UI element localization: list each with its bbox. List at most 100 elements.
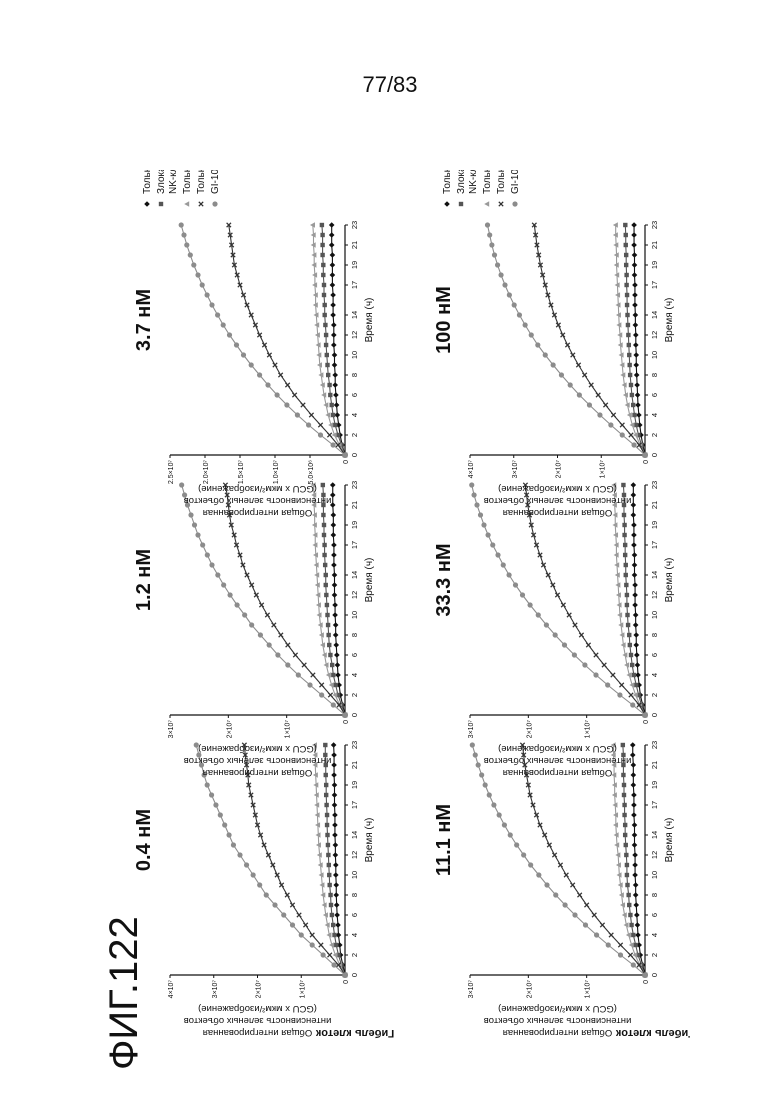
data-point [476,762,481,767]
data-point [635,402,641,408]
data-point [331,342,337,348]
x-tick-label: 19 [350,781,359,789]
data-point [195,532,200,537]
series-line [488,225,646,455]
data-point [326,623,330,627]
data-point [330,262,336,268]
data-point [267,353,271,357]
data-point [191,262,196,267]
data-point [258,632,263,637]
data-point [577,392,582,397]
data-point [324,803,328,807]
x-tick-label: 17 [350,801,359,809]
x-axis-label: Время (ч) [664,298,675,343]
x-tick-label: 8 [350,633,359,637]
data-point [265,613,269,617]
x-tick-label: 0 [350,973,359,977]
data-point [325,353,329,357]
figure-svg: Гибель клетокГибель клеток0.4 нМ01×10⁷2×… [90,170,690,1070]
data-point [629,653,633,657]
legend-label: NK-клетки [168,170,179,194]
data-point [330,282,336,288]
legend-label: Только пертумумаб [181,170,193,194]
x-tick-label: 4 [650,413,659,417]
data-point [332,612,338,618]
data-point [631,933,635,937]
legend-label: GI-101+пертумумаб [509,170,521,194]
data-point [330,312,336,318]
data-point [633,882,639,888]
data-point [553,632,558,637]
data-point [335,922,341,928]
data-point [487,232,492,237]
data-point [624,233,628,237]
x-tick-label: 10 [350,611,359,619]
data-point [324,583,328,587]
data-point [306,422,311,427]
data-point [295,412,300,417]
data-point [632,602,638,608]
data-point [559,372,564,377]
x-tick-label: 10 [650,871,659,879]
data-point [631,962,636,967]
data-point [502,822,507,827]
x-tick-label: 2 [650,953,659,957]
chart-title: 0.4 нМ [133,809,155,871]
data-point [330,913,334,917]
data-point [561,333,565,337]
data-point [547,843,551,847]
x-tick-label: 19 [350,521,359,529]
data-point [297,913,301,917]
data-point [564,873,568,877]
data-point [621,483,625,487]
x-tick-label: 17 [350,281,359,289]
data-point [331,532,337,538]
y-tick-label: 2×10⁷ [256,980,263,999]
data-point [527,602,532,607]
data-point [333,882,339,888]
x-tick-label: 8 [650,893,659,897]
x-tick-label: 14 [350,831,359,839]
x-tick-label: 4 [350,673,359,677]
data-point [311,673,315,677]
data-point [593,672,598,677]
data-point [620,432,625,437]
x-tick-label: 0 [650,973,659,977]
data-point [628,953,632,957]
legend-label: Злокач. клетки + [156,170,167,194]
data-point [469,482,474,487]
data-point [209,302,214,307]
data-point [331,702,336,707]
y-tick-label: 5.0×10⁶ [308,460,315,485]
x-tick-label: 6 [650,913,659,917]
data-point [568,382,573,387]
y-axis-label: Общая интегрированная [203,767,313,778]
y-tick-label: 4×10⁷ [168,980,175,999]
data-point [322,553,326,557]
data-point [331,923,335,927]
data-point [331,673,335,677]
data-point [333,892,339,898]
data-point [501,562,506,567]
data-point [221,322,226,327]
y-tick-label: 2×10⁷ [226,720,233,739]
data-point [205,782,210,787]
data-point [543,352,548,357]
data-point [630,742,636,748]
data-point [487,792,492,797]
data-point [319,683,323,687]
data-point [565,343,569,347]
data-point [227,332,232,337]
y-axis-label: (GCU x мкм²/изображение) [498,483,617,494]
series-line [625,225,645,455]
series-line [229,225,345,455]
data-point [572,912,577,917]
data-point [320,243,324,247]
x-tick-label: 6 [350,913,359,917]
data-point [264,892,269,897]
data-point [502,282,507,287]
data-point [279,633,283,637]
data-point [536,612,541,617]
x-tick-label: 12 [350,591,359,599]
data-point [330,272,336,278]
